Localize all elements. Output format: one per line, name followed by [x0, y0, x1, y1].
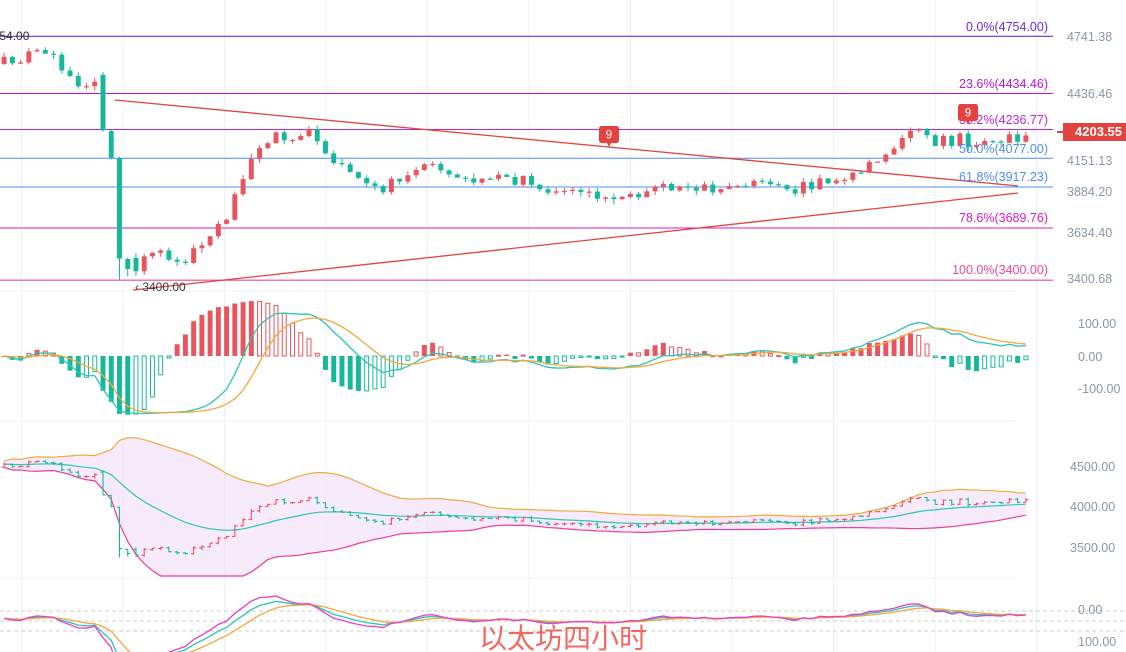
svg-text:9: 9	[606, 130, 612, 142]
svg-text:9: 9	[965, 108, 971, 120]
